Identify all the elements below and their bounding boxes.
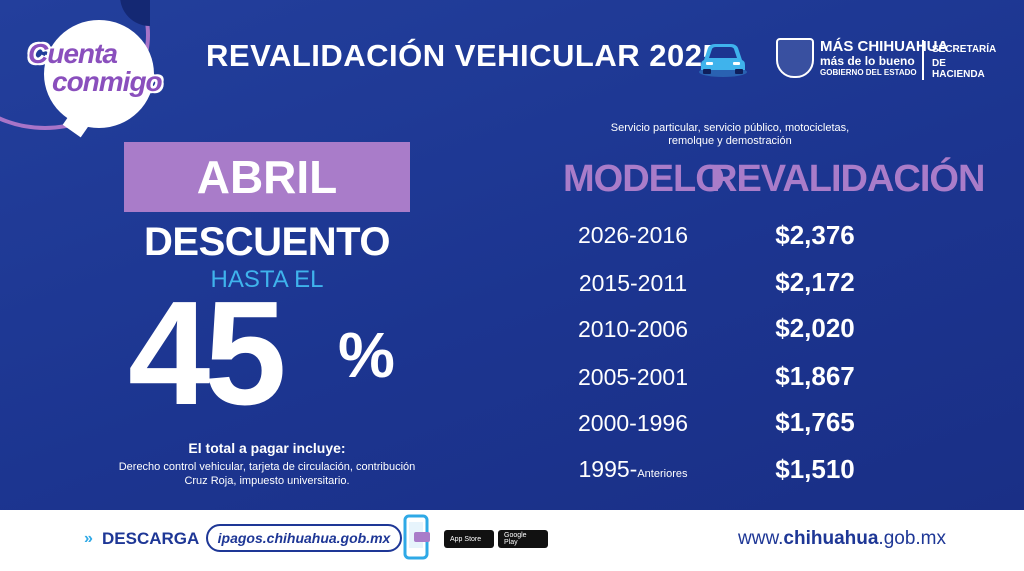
table-row-precio: $2,376 (775, 220, 855, 250)
modelo-range: 2005-2001 (578, 364, 688, 390)
modelo-range: 2000-1996 (578, 410, 688, 436)
modelo-range: 2010-2006 (578, 316, 688, 342)
site-suffix: .gob.mx (878, 528, 947, 549)
logo-text-cuenta: Cuenta (28, 38, 118, 69)
ipagos-link[interactable]: ipagos.chihuahua.gob.mx (206, 524, 402, 552)
logo-divider (922, 40, 924, 80)
table-row-precio: $2,172 (775, 267, 855, 297)
speech-bubble-icon (44, 20, 154, 128)
app-store-badge[interactable]: App Store (444, 530, 494, 548)
table-row-precio: $1,867 (775, 361, 855, 391)
service-note: Servicio particular, servicio público, m… (610, 122, 850, 147)
cuenta-conmigo-logo: Cuenta conmigo (22, 20, 182, 128)
secretaria-line2: DE HACIENDA (932, 58, 985, 80)
total-includes-title: El total a pagar incluye: (188, 440, 346, 456)
hasta-el-label: HASTA EL (210, 266, 324, 293)
table-row-modelo: 2015-2011 (548, 270, 718, 297)
table-row-modelo: 2010-2006 (548, 316, 718, 343)
promo-banner: Cuenta conmigo REVALIDACIÓN VEHICULAR 20… (0, 0, 1024, 510)
descuento-heading: DESCUENTO (144, 220, 390, 264)
site-prefix: www. (738, 528, 784, 549)
discount-percent-sign: % (338, 319, 395, 391)
modelo-range: 2015-2011 (578, 270, 688, 296)
gobierno-chihuahua-logo: MÁS CHIHUAHUA más de lo bueno GOBIERNO D… (776, 38, 996, 82)
table-row-modelo: 2005-2001 (548, 364, 718, 391)
table-row-modelo: 2026-2016 (548, 222, 718, 249)
gov-logo-line3: GOBIERNO DEL ESTADO (820, 68, 917, 77)
column-header-revalidacion: REVALIDACIÓN (710, 158, 985, 200)
state-shield-icon (776, 38, 814, 78)
table-row-precio: $1,510 (775, 454, 855, 484)
modelo-range: 2026-2016 (578, 222, 688, 248)
modelo-anteriores: Anteriores (637, 468, 688, 480)
phone-icon (403, 514, 430, 560)
site-bold: chihuahua (783, 528, 879, 549)
footer-bar: » DESCARGA ipagos.chihuahua.gob.mx App S… (0, 510, 1024, 571)
month-label: ABRIL (124, 142, 410, 212)
page-title: REVALIDACIÓN VEHICULAR 2025 (206, 38, 721, 73)
table-row-modelo: 1995-Anteriores (548, 456, 718, 483)
total-includes-description: Derecho control vehicular, tarjeta de ci… (118, 461, 416, 487)
column-header-modelo: MODELO (563, 158, 725, 200)
discount-percent-value: 45 (128, 271, 287, 436)
table-row-precio: $2,020 (775, 313, 855, 343)
table-row-precio: $1,765 (775, 407, 855, 437)
secretaria-line1: SECRETARÍA (932, 44, 997, 55)
descarga-label: DESCARGA (102, 529, 200, 548)
table-row-modelo: 2000-1996 (548, 410, 718, 437)
car-icon (699, 44, 747, 77)
modelo-range: 1995- (578, 456, 638, 482)
google-play-badge[interactable]: Google Play (498, 530, 548, 548)
gov-logo-line2: más de lo bueno (820, 54, 915, 68)
gov-logo-line1: MÁS CHIHUAHUA (820, 38, 949, 55)
logo-text-conmigo: conmigo (52, 66, 163, 97)
double-chevron-icon: » (84, 530, 93, 547)
website-link[interactable]: www.chihuahua.gob.mx (738, 528, 946, 550)
